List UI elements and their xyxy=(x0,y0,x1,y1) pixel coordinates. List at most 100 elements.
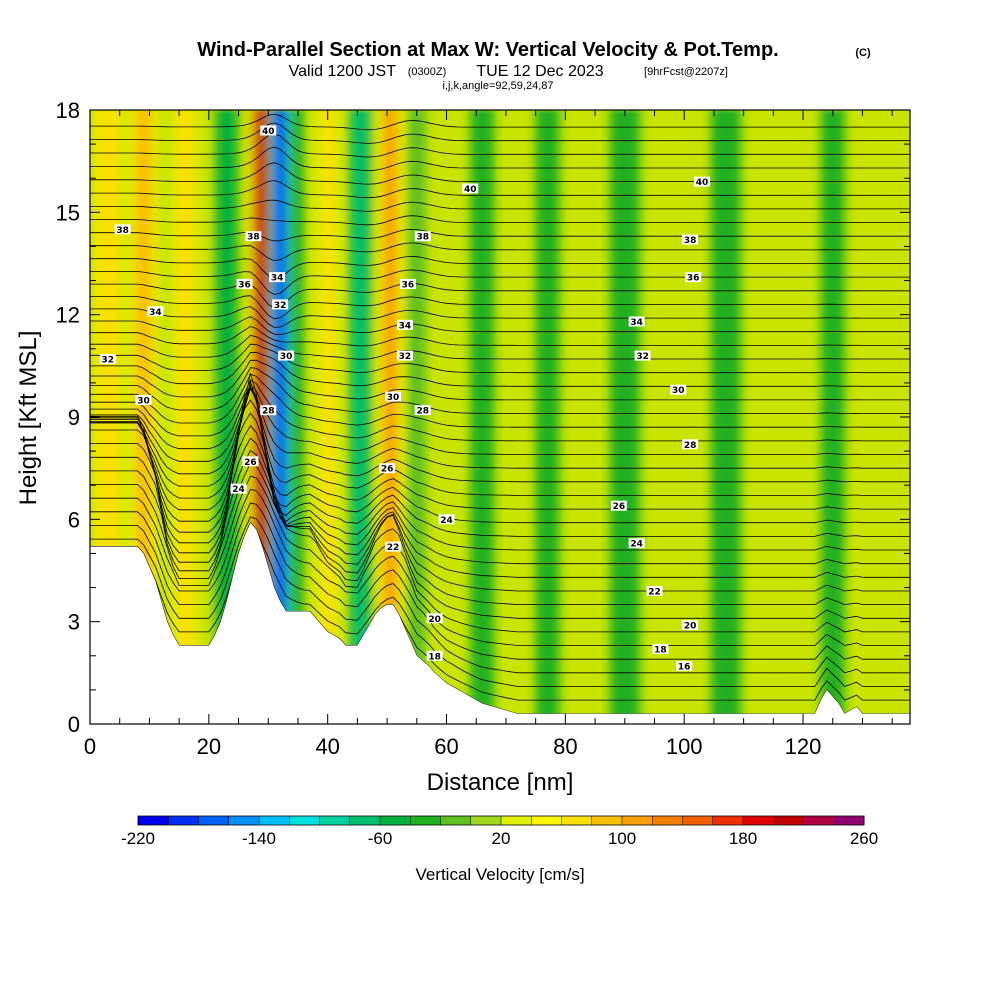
isentrope-label-bg xyxy=(245,231,262,242)
velocity-band-halo xyxy=(347,110,353,724)
terrain-mask xyxy=(90,522,910,724)
isentrope-line xyxy=(90,255,910,280)
isentrope-line xyxy=(90,359,910,401)
isentrope-label: 36 xyxy=(238,280,251,290)
isentrope-label-bg xyxy=(272,299,289,310)
isentrope-label-bg xyxy=(610,500,627,511)
isentrope-line xyxy=(90,412,910,565)
colorbar-swatch xyxy=(652,816,683,825)
colorbar-swatch xyxy=(773,816,804,825)
isentrope-line xyxy=(90,228,910,242)
velocity-band-halo xyxy=(315,110,321,724)
velocity-band-halo xyxy=(286,110,292,724)
isentrope-label: 32 xyxy=(636,352,649,362)
velocity-band-halo xyxy=(335,110,341,724)
isentrope-line xyxy=(90,425,910,578)
velocity-band xyxy=(320,110,336,724)
isentrope-label: 24 xyxy=(232,485,245,495)
isentrope-line xyxy=(90,316,910,336)
velocity-band xyxy=(609,110,640,724)
isentrope-label: 40 xyxy=(696,178,709,188)
isentrope-line xyxy=(90,379,910,442)
colorbar-swatch xyxy=(501,816,532,825)
velocity-band xyxy=(292,110,304,724)
isentrope-label: 32 xyxy=(102,356,115,366)
isentrope-label: 16 xyxy=(678,663,691,673)
colorbar-swatch xyxy=(289,816,320,825)
isentrope-label: 22 xyxy=(648,587,661,597)
isentrope-label-bg xyxy=(135,394,152,405)
x-tick-label: 20 xyxy=(197,734,221,759)
velocity-band-halo xyxy=(367,110,373,724)
isentrope-label: 26 xyxy=(244,458,257,468)
isentrope-label-bg xyxy=(438,514,455,525)
x-tick-label: 100 xyxy=(666,734,703,759)
isentrope-label-bg xyxy=(628,316,645,327)
isentrope-line xyxy=(90,367,910,415)
colorbar-swatch xyxy=(712,816,744,825)
y-tick-label: 15 xyxy=(56,200,80,225)
isentrope-label-bg xyxy=(147,306,164,317)
velocity-band xyxy=(407,110,426,724)
isentrope-line xyxy=(90,373,910,428)
isentrope-label: 40 xyxy=(464,185,477,195)
isentrope-label: 30 xyxy=(280,352,293,362)
velocity-band xyxy=(352,110,368,724)
x-tick-label: 120 xyxy=(785,734,822,759)
isentrope-label: 28 xyxy=(684,441,697,451)
isentrope-label-bg xyxy=(396,350,413,361)
isentrope-line xyxy=(90,399,910,551)
isentrope-line xyxy=(90,282,910,309)
isentrope-label-bg xyxy=(242,456,259,467)
isentrope-label-bg xyxy=(385,541,402,552)
chart-subtitle-indices: i,j,k,angle=92,59,24,87 xyxy=(442,80,553,92)
chart-title-mark: (C) xyxy=(855,47,871,59)
isentrope-labels: 40 40 40 38 38 38 38 36 36 36 34 34 34 34 32 32 32 32 30 30… xyxy=(99,125,711,673)
isentrope-label: 38 xyxy=(684,236,697,246)
isentrope-label-bg xyxy=(114,224,131,235)
isentrope-label: 26 xyxy=(381,465,394,475)
isentrope-label: 24 xyxy=(630,540,643,550)
colorbar-swatch xyxy=(743,816,774,825)
isentrope-label: 20 xyxy=(684,622,697,632)
isentrope-line xyxy=(90,386,910,469)
isentrope-label-bg xyxy=(230,483,247,494)
isentrope-line xyxy=(90,475,910,633)
isentrope-label-bg xyxy=(670,384,687,395)
isentrope-label: 34 xyxy=(630,318,643,328)
colorbar-swatch xyxy=(561,816,593,825)
isentrope-line xyxy=(90,180,910,199)
isentrope-line xyxy=(90,386,910,537)
subtitle-forecast: [9hrFcst@2207z] xyxy=(644,66,728,78)
chart-title: Wind-Parallel Section at Max W: Vertical… xyxy=(197,39,778,61)
colorbar-swatch xyxy=(410,816,441,825)
isentrope-label: 30 xyxy=(137,396,150,406)
isentrope-label: 36 xyxy=(402,280,415,290)
velocity-band xyxy=(256,110,269,724)
isentrope-label-bg xyxy=(269,272,286,283)
isentrope-line xyxy=(90,242,910,262)
isentrope-line xyxy=(90,383,910,455)
isentrope-line xyxy=(90,488,910,646)
isentrope-line xyxy=(90,380,910,510)
isentrope-line xyxy=(90,146,910,172)
isentrope-line xyxy=(90,450,910,606)
colorbar-tick-label: 180 xyxy=(729,829,757,848)
colorbar-tick-label: 20 xyxy=(492,829,511,848)
x-tick-label: 40 xyxy=(315,734,339,759)
isentrope-line xyxy=(90,385,910,496)
isentrope-label-bg xyxy=(414,231,431,242)
isentrope-label-bg xyxy=(399,278,416,289)
colorbar-swatch xyxy=(259,816,290,825)
y-tick-label: 6 xyxy=(68,507,80,532)
isentrope-label: 30 xyxy=(387,393,400,403)
isentrope-line xyxy=(90,516,910,674)
isentrope-label: 34 xyxy=(399,321,412,331)
y-tick-label: 3 xyxy=(68,610,80,635)
isentrope-label: 38 xyxy=(247,233,260,243)
isentrope-line xyxy=(90,215,910,226)
velocity-band-halo xyxy=(119,110,125,724)
isentrope-line xyxy=(90,306,910,328)
x-tick-label: 0 xyxy=(84,734,96,759)
